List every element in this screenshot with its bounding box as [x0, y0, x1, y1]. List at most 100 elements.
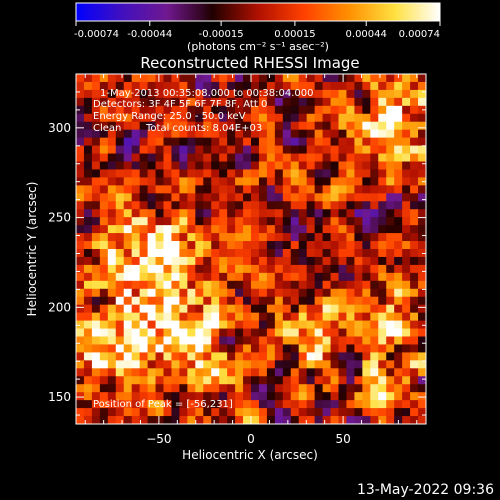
heatmap-cell	[266, 280, 276, 290]
heatmap-cell	[211, 368, 220, 377]
heatmap-cell	[155, 193, 165, 202]
heatmap-cell	[219, 352, 228, 361]
heatmap-cell	[203, 249, 212, 258]
heatmap-cell	[171, 376, 180, 385]
heatmap-cell	[219, 280, 228, 290]
heatmap-cell	[410, 193, 419, 202]
heatmap-cell	[394, 161, 403, 171]
heatmap-cell	[76, 272, 85, 282]
heatmap-cell	[402, 97, 411, 107]
heatmap-cell	[410, 384, 419, 393]
heatmap-cell	[314, 217, 324, 226]
heatmap-cell	[370, 81, 379, 91]
heatmap-cell	[147, 209, 157, 218]
heatmap-cell	[203, 97, 212, 107]
heatmap-cell	[362, 129, 371, 139]
heatmap-cell	[107, 225, 117, 234]
heatmap-cell	[394, 121, 403, 131]
heatmap-cell	[219, 105, 228, 115]
heatmap-cell	[314, 288, 324, 298]
heatmap-cell	[195, 177, 204, 186]
heatmap-cell	[83, 384, 93, 393]
heatmap-cell	[115, 272, 125, 282]
heatmap-cell	[314, 145, 324, 155]
heatmap-cell	[322, 328, 332, 338]
heatmap-cell	[235, 384, 244, 393]
heatmap-cell	[322, 392, 332, 401]
heatmap-cell	[418, 169, 426, 178]
heatmap-cell	[394, 280, 403, 290]
heatmap-cell	[410, 400, 419, 409]
heatmap-cell	[410, 328, 419, 338]
heatmap-cell	[211, 185, 220, 194]
heatmap-cell	[203, 368, 212, 377]
heatmap-cell	[243, 249, 252, 258]
heatmap-cell	[115, 288, 125, 298]
heatmap-cell	[386, 352, 395, 361]
heatmap-cell	[227, 201, 236, 210]
heatmap-cell	[155, 169, 165, 178]
heatmap-cell	[354, 368, 363, 377]
heatmap-cell	[418, 201, 426, 210]
heatmap-cell	[362, 400, 371, 409]
heatmap-cell	[76, 328, 85, 338]
heatmap-cell	[139, 153, 149, 163]
heatmap-cell	[187, 89, 196, 99]
heatmap-cell	[83, 145, 93, 155]
heatmap-cell	[346, 376, 355, 385]
heatmap-cell	[258, 320, 268, 330]
heatmap-cell	[243, 233, 252, 242]
heatmap-cell	[219, 304, 228, 314]
heatmap-cell	[235, 137, 244, 147]
heatmap-cell	[290, 272, 300, 282]
heatmap-cell	[219, 113, 228, 123]
heatmap-cell	[107, 145, 117, 155]
heatmap-cell	[346, 97, 355, 107]
heatmap-cell	[107, 360, 117, 369]
heatmap-cell	[346, 272, 355, 282]
heatmap-cell	[99, 344, 109, 353]
heatmap-cell	[354, 400, 363, 409]
heatmap-cell	[211, 264, 220, 274]
heatmap-cell	[346, 185, 355, 194]
heatmap-cell	[235, 129, 244, 139]
heatmap-cell	[330, 105, 340, 115]
heatmap-cell	[83, 408, 93, 417]
heatmap-cell	[91, 169, 101, 178]
heatmap-cell	[306, 392, 316, 401]
heatmap-cell	[354, 225, 363, 234]
heatmap-cell	[123, 312, 133, 322]
heatmap-cell	[211, 201, 220, 210]
heatmap-cell	[370, 320, 379, 330]
heatmap-cell	[266, 249, 276, 258]
heatmap-cell	[227, 336, 236, 346]
heatmap-cell	[76, 312, 85, 322]
heatmap-cell	[266, 169, 276, 178]
heatmap-cell	[203, 217, 212, 226]
heatmap-cell	[107, 384, 117, 393]
heatmap-cell	[251, 376, 260, 385]
heatmap-cell	[203, 137, 212, 147]
heatmap-cell	[386, 177, 395, 186]
heatmap-cell	[163, 161, 173, 171]
heatmap-cell	[155, 74, 165, 83]
heatmap-cell	[163, 376, 173, 385]
heatmap-cell	[155, 336, 165, 346]
heatmap-cell	[243, 328, 252, 338]
heatmap-cell	[251, 344, 260, 353]
heatmap-cell	[235, 177, 244, 186]
heatmap-cell	[179, 113, 188, 123]
heatmap-cell	[386, 272, 395, 282]
heatmap-cell	[107, 256, 117, 266]
heatmap-cell	[147, 241, 157, 250]
heatmap-cell	[362, 161, 371, 171]
heatmap-cell	[266, 74, 276, 83]
heatmap-cell	[83, 392, 93, 401]
heatmap-cell	[330, 81, 340, 91]
heatmap-cell	[402, 384, 411, 393]
heatmap-cell	[362, 384, 371, 393]
heatmap-cell	[394, 89, 403, 99]
heatmap-cell	[251, 105, 260, 115]
heatmap-cell	[394, 288, 403, 298]
heatmap-cell	[354, 312, 363, 322]
